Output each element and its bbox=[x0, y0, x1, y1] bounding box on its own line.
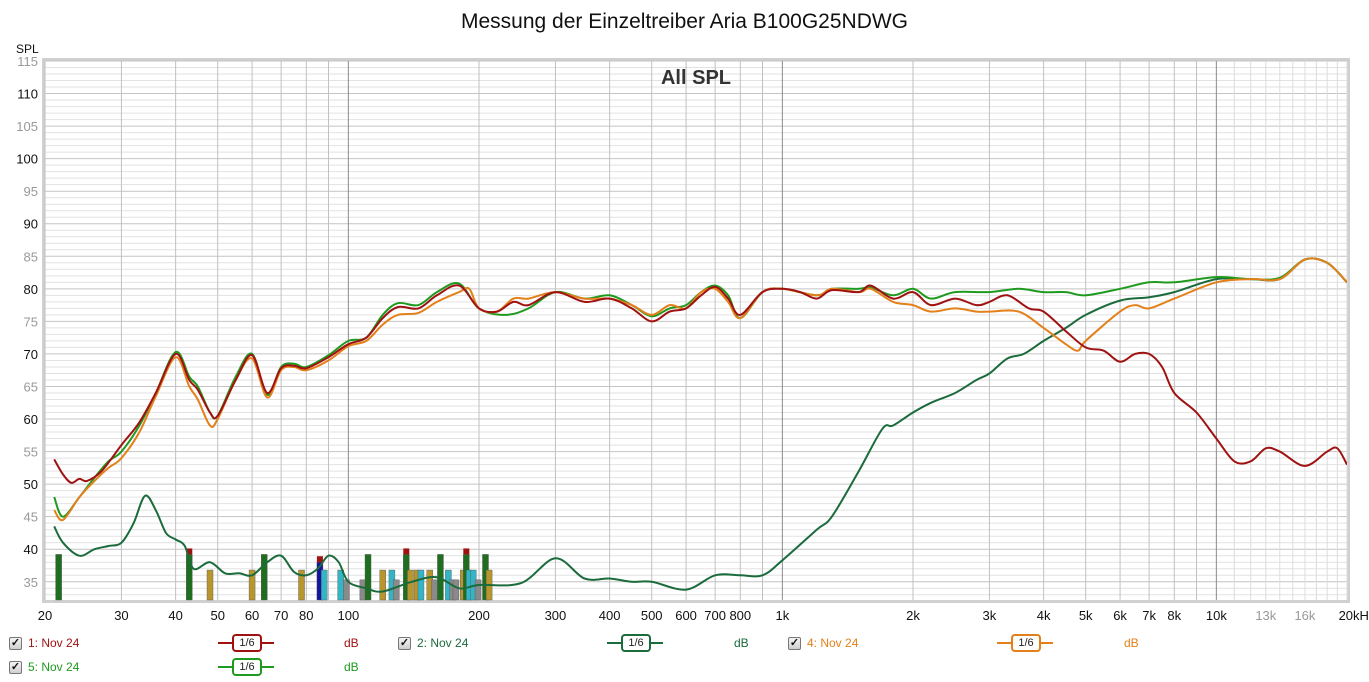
smoothing-value-1: 1/6 bbox=[232, 634, 262, 652]
smoothing-button-5[interactable]: 1/6 bbox=[218, 658, 274, 676]
y-tick-label: 85 bbox=[24, 249, 38, 264]
y-tick-label: 50 bbox=[24, 477, 38, 492]
y-tick-label: 95 bbox=[24, 184, 38, 199]
peak-marker-bar bbox=[379, 569, 386, 601]
peak-marker-bar bbox=[431, 579, 438, 601]
chart-title: Messung der Einzeltreiber Aria B100G25ND… bbox=[460, 10, 909, 33]
peak-marker-cap bbox=[316, 556, 323, 563]
series-line-4 bbox=[53, 257, 1347, 522]
smoothing-button-1[interactable]: 1/6 bbox=[218, 634, 274, 652]
x-tick-label: 300 bbox=[545, 608, 567, 623]
x-tick-label: 1k bbox=[775, 608, 789, 623]
x-tick-label: 40 bbox=[168, 608, 182, 623]
y-tick-label: 110 bbox=[17, 87, 38, 102]
series-line-2 bbox=[53, 257, 1347, 593]
peak-marker-bar bbox=[321, 569, 328, 601]
peak-marker-bar bbox=[298, 569, 305, 601]
x-tick-label: 7k bbox=[1142, 608, 1156, 623]
x-tick-label: 400 bbox=[599, 608, 621, 623]
peak-marker-cap bbox=[186, 548, 193, 555]
peak-marker-bar bbox=[393, 579, 400, 601]
smoothing-button-4[interactable]: 1/6 bbox=[997, 634, 1053, 652]
peak-marker-bar bbox=[474, 579, 482, 601]
y-tick-label: 90 bbox=[24, 217, 38, 232]
x-tick-label: 10k bbox=[1206, 608, 1227, 623]
y-tick-label: 65 bbox=[24, 379, 38, 394]
x-tick-label: 16k bbox=[1294, 608, 1315, 623]
overlay-label: All SPL bbox=[661, 67, 731, 89]
legend-unit-4: dB bbox=[1124, 636, 1139, 650]
peak-marker-bar bbox=[452, 579, 460, 601]
peak-marker-bar bbox=[337, 569, 344, 601]
peak-marker-bar bbox=[261, 554, 268, 601]
x-tick-label: 100 bbox=[338, 608, 360, 623]
legend-checkbox-4[interactable]: ✓ bbox=[788, 637, 801, 650]
legend-label-5: 5: Nov 24 bbox=[28, 660, 80, 674]
x-tick-label: 30 bbox=[114, 608, 128, 623]
x-tick-label: 50 bbox=[210, 608, 224, 623]
x-tick-label: 200 bbox=[468, 608, 490, 623]
peak-marker-bar bbox=[206, 569, 214, 601]
x-tick-label: 80 bbox=[299, 608, 313, 623]
x-tick-label: 3k bbox=[983, 608, 997, 623]
x-tick-label: 20kHz bbox=[1339, 608, 1369, 623]
peak-marker-bar bbox=[55, 554, 62, 601]
x-tick-label: 700 bbox=[704, 608, 726, 623]
y-tick-label: 100 bbox=[16, 152, 38, 167]
peak-marker-cap bbox=[403, 548, 410, 555]
y-tick-label: 35 bbox=[24, 575, 38, 590]
legend-checkbox-1[interactable]: ✓ bbox=[9, 637, 22, 650]
y-tick-label: 75 bbox=[24, 314, 38, 329]
x-tick-label: 70 bbox=[274, 608, 288, 623]
spl-chart: 115 110 105 100 95 90 85 80 75 70 65 60 55 50 45 40 35 SP… bbox=[16, 42, 1369, 623]
peak-marker-bar bbox=[417, 569, 425, 601]
legend-unit-5: dB bbox=[344, 660, 359, 674]
smoothing-value-2: 1/6 bbox=[621, 634, 651, 652]
series-line-1 bbox=[53, 284, 1347, 484]
y-axis-label: SPL bbox=[16, 42, 39, 56]
y-tick-label: 105 bbox=[16, 119, 38, 134]
legend-label-4: 4: Nov 24 bbox=[807, 636, 859, 650]
peak-marker-bar bbox=[364, 554, 372, 601]
legend-checkbox-2[interactable]: ✓ bbox=[398, 637, 411, 650]
smoothing-button-2[interactable]: 1/6 bbox=[607, 634, 663, 652]
y-tick-label: 55 bbox=[24, 445, 38, 460]
x-tick-label: 5k bbox=[1079, 608, 1093, 623]
plot-area bbox=[45, 61, 1347, 600]
grid bbox=[44, 60, 1348, 600]
x-tick-label: 800 bbox=[729, 608, 751, 623]
x-tick-label: 600 bbox=[675, 608, 697, 623]
y-tick-label: 80 bbox=[24, 282, 38, 297]
y-tick-label: 115 bbox=[17, 54, 38, 69]
x-tick-label: 2k bbox=[906, 608, 920, 623]
peak-marker-bar bbox=[407, 569, 414, 601]
y-tick-label: 40 bbox=[24, 542, 38, 557]
x-tick-label: 4k bbox=[1037, 608, 1051, 623]
legend-unit-1: dB bbox=[344, 636, 359, 650]
y-tick-label: 60 bbox=[24, 412, 38, 427]
legend-label-1: 1: Nov 24 bbox=[28, 636, 80, 650]
y-tick-label: 45 bbox=[24, 510, 38, 525]
legend-label-2: 2: Nov 24 bbox=[417, 636, 469, 650]
smoothing-value-4: 1/6 bbox=[1011, 634, 1041, 652]
peak-marker-bar bbox=[248, 569, 256, 601]
x-tick-label: 8k bbox=[1167, 608, 1181, 623]
smoothing-value-5: 1/6 bbox=[232, 658, 262, 676]
x-tick-label: 60 bbox=[245, 608, 259, 623]
peak-marker-cap bbox=[463, 548, 470, 555]
x-tick-label: 13k bbox=[1255, 608, 1276, 623]
x-tick-label: 20 bbox=[38, 608, 52, 623]
x-tick-label: 6k bbox=[1113, 608, 1127, 623]
legend-checkbox-5[interactable]: ✓ bbox=[9, 661, 22, 674]
legend-unit-2: dB bbox=[734, 636, 749, 650]
y-tick-label: 70 bbox=[24, 347, 38, 362]
x-tick-label: 500 bbox=[641, 608, 663, 623]
